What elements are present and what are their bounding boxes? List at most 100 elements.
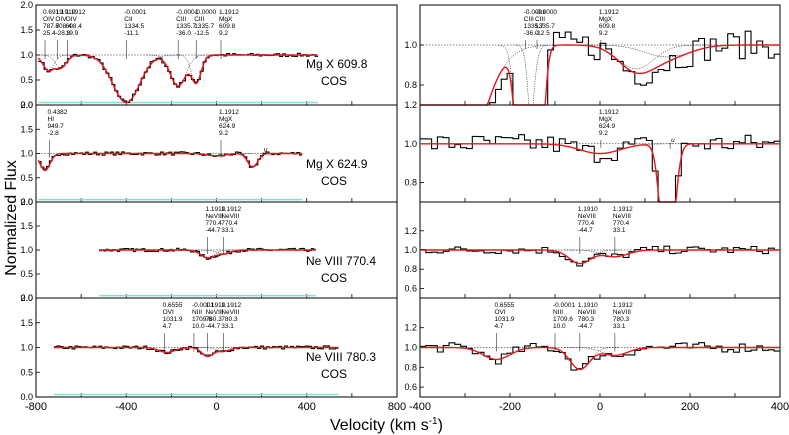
annotation-text: MgX [599,16,613,23]
component-profile-3 [176,54,216,83]
annotation-text: -36.0 [176,30,191,37]
annotation-text: 9.2 [219,130,228,137]
right-x-tick-label: 400 [771,401,789,413]
annotation-text: -36.0 [524,30,539,37]
annotation-text: 4.7 [495,323,504,330]
annotation-text: 1334.5 [124,23,144,30]
annotation-text: NIII [192,309,202,316]
y-tick-label: 1.2 [404,226,417,236]
component-profile-1 [519,143,681,154]
data-spectrum [420,134,780,203]
y-tick-label: 0.5 [20,173,33,183]
annotation-text: 9.2 [599,30,608,37]
annotation-text: 1.1912 [599,109,619,116]
panel-instrument-label: COS [321,271,347,285]
model-fit [420,346,780,371]
annotation-text: MgX [219,16,233,23]
annotation-text: MgX [219,116,233,123]
annotation-text: 10.0 [553,323,566,330]
annotation-text: 4.7 [163,323,172,330]
annotation-text: -0.0001 [124,9,146,16]
y-tick-label: 0.8 [404,362,417,372]
annotation-text: 1.1910 [578,302,598,309]
annotation-text: 1709.6 [192,316,212,323]
data-spectrum [38,52,318,104]
annotation-text: 33.1 [613,227,626,234]
annotation-text: 609.8 [599,23,616,30]
annotation-text: -0.0001 [524,9,546,16]
y-tick-label: 1.5 [20,124,33,134]
annotation-text: HI [48,116,55,123]
annotation-text: NeVIII [578,213,596,220]
component-profile-2 [642,143,693,203]
annotation-text: 1.1912 [613,206,633,213]
annotation-text: 608.4 [66,23,83,30]
annotation-text: 770.4 [221,220,238,227]
annotation-text: NeVIII [205,309,223,316]
y-tick-label: 1.0 [404,245,417,255]
annotation-text: 1335.7 [176,23,196,30]
y-tick-label: 0.8 [404,178,417,188]
annotation-text: 19.9 [66,30,79,37]
annotation-text: 608.4 [55,23,72,30]
y-tick-label: 0.0 [20,100,33,110]
y-tick-label: 1.0 [404,343,417,353]
annotation-text: 949.7 [48,123,65,130]
annotation-text: OIV [55,16,67,23]
annotation-text: 9.2 [599,130,608,137]
annotation-text: 1.1912 [221,206,241,213]
annotation-text: 1.1912 [219,109,239,116]
component-profile-4 [564,44,708,70]
right-x-tick-label: 0 [597,401,603,413]
annotation-text: OIV [43,16,55,23]
annotation-text: 770.4 [578,220,595,227]
annotation-text: 1.1912 [66,9,86,16]
left-x-tick-label: 0 [213,401,219,413]
y-tick-label: 0.5 [20,269,33,279]
annotation-text: 780.3 [205,316,222,323]
annotation-text: 1.1912 [599,9,619,16]
annotation-text: NeVIII [205,213,223,220]
y-tick-label: 1.5 [20,25,33,35]
y-tick-label: 0.0 [20,392,33,402]
annotation-text: 624.9 [599,123,616,130]
annotation-text: CIII [524,16,534,23]
data-spectrum [38,151,303,170]
annotation-text: 1335.7 [524,23,544,30]
x-axis-label: Velocity (km s-1) [330,416,443,434]
panel-ion-label: Mg X 624.9 [306,157,368,171]
annotation-text: 1.1912 [219,9,239,16]
annotation-text: MgX [599,116,613,123]
panel-instrument-label: COS [321,367,347,381]
right-x-tick-label: 200 [681,401,699,413]
y-tick-label: 1.0 [20,50,33,60]
annotation-text: -28.3 [55,30,70,37]
annotation-text: 1.1910 [205,302,225,309]
annotation-text: 9.2 [219,30,228,37]
annotation-text: 780.3 [578,316,595,323]
annotation-text: 0.6555 [163,302,183,309]
right-x-tick-label: -200 [499,401,521,413]
panel-ion-label: Ne VIII 780.3 [306,350,376,364]
annotation-text: 0.6919 [43,9,63,16]
annotation-text: OVI [163,309,174,316]
marker-label: u [671,137,675,144]
annotation-text: -11.1 [124,30,139,37]
component-profile-2 [498,44,549,106]
annotation-text: 1031.9 [495,316,515,323]
annotation-text: 1.1910 [578,206,598,213]
y-tick-label: 1.2 [404,323,417,333]
annotation-text: -44.7 [578,323,593,330]
component-profile-4 [38,54,71,71]
right-x-tick-label: -400 [409,401,431,413]
panel-ion-label: Ne VIII 770.4 [306,254,376,268]
annotation-text: NeVIII [578,309,596,316]
annotation-text: 624.9 [219,123,236,130]
annotation-text: NIII [553,309,563,316]
y-tick-label: 1.0 [404,139,417,149]
